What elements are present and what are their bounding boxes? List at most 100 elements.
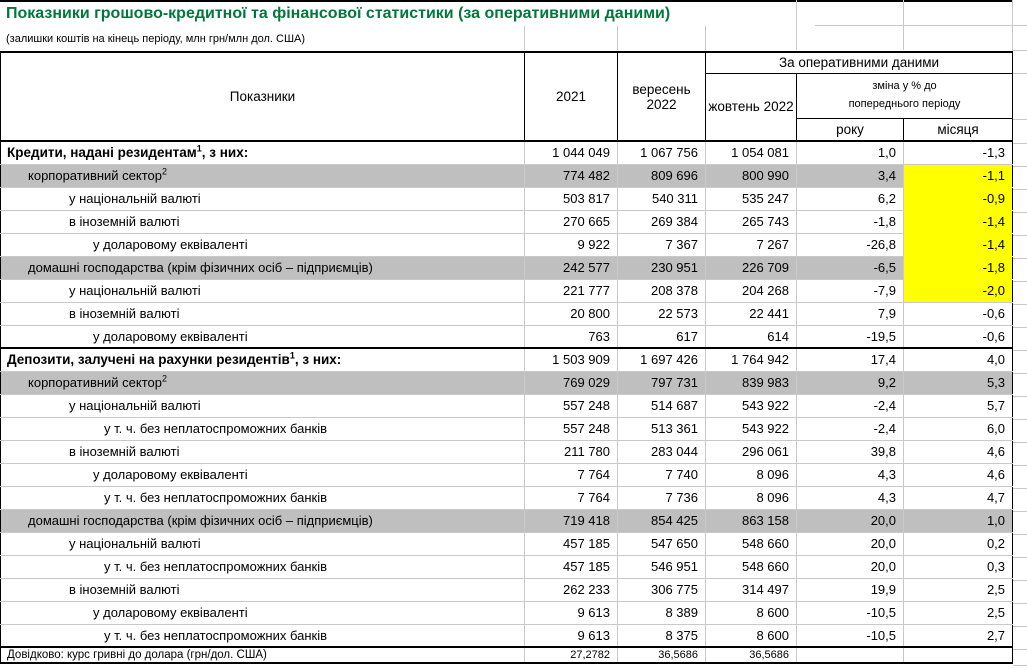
value-change-year: 19,9 [796,578,904,602]
value-september-2022: 8 389 [617,601,706,625]
value-september-2022: 306 775 [617,578,706,602]
table-row: Кредити, надані резидентам1, з них: 1 044… [0,141,1014,165]
value-2021: 1 044 049 [524,141,618,165]
header-change-line2: попереднього періоду [848,97,961,110]
value-change-year: -2,4 [796,417,904,441]
value-october-2022: 839 983 [705,371,797,395]
table-row: в іноземній валюті 270 665 269 384 265 743-… [0,210,1014,234]
value-2021: 9 613 [524,601,618,625]
value-2021: 20 800 [524,302,618,326]
table-row: у доларовому еквіваленті 763 617 614 -19,5 -0… [0,325,1014,349]
header-change-month: місяця [902,117,1014,142]
gridline [1013,488,1027,489]
value-2021: 763 [524,325,618,349]
value-october-2022: 548 660 [705,532,797,556]
value-2021: 7 764 [524,486,618,510]
header-2021: 2021 [524,51,618,142]
value-2021: 457 185 [524,532,618,556]
value-october-2022: 8 600 [705,601,797,625]
value-2021: 221 777 [524,279,618,303]
value-october-2022: 8 096 [705,486,797,510]
value-october-2022: 1 054 081 [705,141,797,165]
value-change-month: 4,0 [903,347,1014,372]
value-october-2022: 314 497 [705,578,797,602]
value-september-2022: 540 311 [617,187,706,211]
value-september-2022: 546 951 [617,555,706,579]
row-label: у т. ч. без неплатоспроможних банків [0,417,525,441]
value-change-year: -1,8 [796,210,904,234]
gridline [1013,442,1027,443]
value-october-2022: 8 096 [705,463,797,487]
gridline [1013,281,1027,282]
value-2021: 242 577 [524,256,618,280]
value-change-month: 2,5 [903,601,1014,625]
value-change-month: 2,5 [903,578,1014,602]
row-label: в іноземній валюті [0,578,525,602]
value-october-2022: 543 922 [705,417,797,441]
value-change-month: -1,4 [903,233,1014,257]
row-label: Довідково: курс гривні до долара (грн/до… [0,646,525,664]
value-2021: 557 248 [524,394,618,418]
row-label: в іноземній валюті [0,210,525,234]
row-label: у т. ч. без неплатоспроможних банків [0,486,525,510]
value-october-2022: 7 267 [705,233,797,257]
gridline [1013,534,1027,535]
reference-row: Довідково: курс гривні до долара (грн/до… [0,646,1014,664]
value-september-2022: 7 367 [617,233,706,257]
gridline [1013,73,1027,74]
header-operational-data: За оперативними даними [704,51,1014,74]
value-october-2022: 204 268 [705,279,797,303]
value-2021: 9 922 [524,233,618,257]
statistics-table: Показники 2021 вересень 2022 За оператив… [0,51,1014,664]
gridline [1013,396,1027,397]
value-change-year: -10,5 [796,624,904,648]
row-label: у доларовому еквіваленті [0,463,525,487]
gridline [1013,143,1027,144]
value-october-2022: 1 764 942 [705,347,797,372]
table-body: Кредити, надані резидентам1, з них: 1 044… [0,141,1014,664]
table-row: у національній валюті 557 248 514 687 543 9… [0,394,1014,418]
value-2021: 503 817 [524,187,618,211]
report-title: Показники грошово-кредитної та фінансово… [6,5,671,22]
value-october-2022: 296 061 [705,440,797,464]
gridline [1013,511,1027,512]
table-row: у національній валюті 457 185 547 650 548 6… [0,532,1014,556]
value-october-2022: 543 922 [705,394,797,418]
value-change-month: 5,7 [903,394,1014,418]
gridline [1013,212,1027,213]
value-2021: 27,2782 [524,646,618,664]
value-october-2022: 8 600 [705,624,797,648]
value-change-year: 6,2 [796,187,904,211]
value-2021: 9 613 [524,624,618,648]
value-september-2022: 1 067 756 [617,141,706,165]
value-october-2022: 265 743 [705,210,797,234]
table-row: у т. ч. без неплатоспроможних банків 9 61… [0,624,1014,648]
value-change-year [796,646,904,664]
header-change-percent: зміна у % до попереднього періоду [795,72,1014,119]
value-change-month: 6,0 [903,417,1014,441]
value-change-year: -19,5 [796,325,904,349]
value-change-month: 2,7 [903,624,1014,648]
value-september-2022: 547 650 [617,532,706,556]
table-row: корпоративний сектор2 769 029 797 731 839 9… [0,371,1014,395]
value-change-year: 20,0 [796,532,904,556]
value-october-2022: 614 [705,325,797,349]
gridline [705,26,706,50]
value-change-month: 0,2 [903,532,1014,556]
value-change-month: 0,3 [903,555,1014,579]
table-row: у національній валюті 503 817 540 311 535 2… [0,187,1014,211]
value-september-2022: 22 573 [617,302,706,326]
value-september-2022: 8 375 [617,624,706,648]
value-september-2022: 230 951 [617,256,706,280]
value-october-2022: 22 441 [705,302,797,326]
row-label: корпоративний сектор2 [0,371,525,395]
gridline [1013,665,1027,666]
value-change-year: -10,5 [796,601,904,625]
value-change-year: -26,8 [796,233,904,257]
table-row: Депозити, залучені на рахунки резидентів… [0,347,1014,372]
row-label: в іноземній валюті [0,440,525,464]
value-2021: 457 185 [524,555,618,579]
header-change-year: року [796,117,904,142]
value-change-year: 17,4 [796,347,904,372]
